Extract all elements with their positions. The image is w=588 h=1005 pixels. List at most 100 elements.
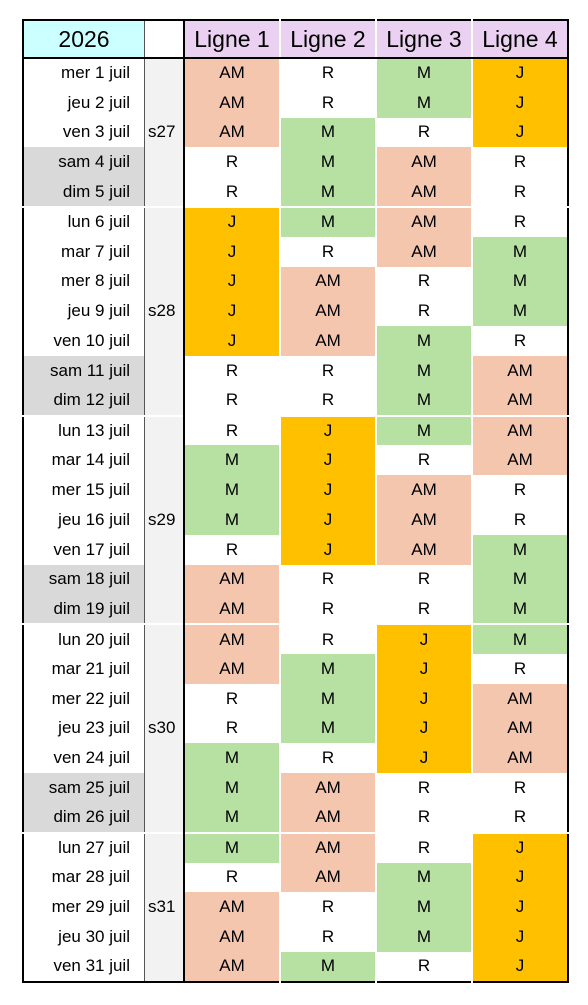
shift-cell-line-2[interactable]: R <box>279 385 376 416</box>
shift-cell-line-3[interactable]: M <box>375 58 472 88</box>
shift-cell-line-1[interactable]: AM <box>184 922 280 952</box>
shift-cell-line-3[interactable]: M <box>375 862 472 893</box>
date-cell[interactable]: ven 17 juil <box>23 534 145 565</box>
shift-cell-line-1[interactable]: AM <box>184 87 280 118</box>
shift-cell-line-4[interactable]: M <box>471 623 568 654</box>
shift-cell-line-2[interactable]: J <box>279 504 376 535</box>
shift-cell-line-4[interactable]: R <box>471 475 568 505</box>
date-cell[interactable]: mer 8 juil <box>23 266 145 297</box>
shift-cell-line-2[interactable]: R <box>279 594 376 625</box>
shift-cell-line-1[interactable]: R <box>184 355 280 386</box>
week-header-cell[interactable] <box>144 20 185 59</box>
shift-cell-line-1[interactable]: R <box>184 414 280 446</box>
shift-cell-line-4[interactable]: AM <box>471 385 568 416</box>
shift-cell-line-2[interactable]: AM <box>279 862 376 893</box>
shift-cell-line-1[interactable]: R <box>184 683 280 714</box>
shift-cell-line-1[interactable]: M <box>184 743 280 774</box>
date-cell[interactable]: mer 1 juil <box>23 58 145 88</box>
shift-cell-line-2[interactable]: J <box>279 534 376 565</box>
shift-cell-line-1[interactable]: R <box>184 534 280 565</box>
date-cell[interactable]: lun 6 juil <box>23 205 145 237</box>
shift-cell-line-3[interactable]: R <box>375 594 472 625</box>
shift-cell-line-4[interactable]: J <box>471 831 568 863</box>
shift-cell-line-4[interactable]: J <box>471 892 568 923</box>
date-cell[interactable]: lun 27 juil <box>23 831 145 863</box>
shift-cell-line-4[interactable]: M <box>471 594 568 625</box>
shift-cell-line-1[interactable]: J <box>184 266 280 297</box>
date-cell[interactable]: mer 22 juil <box>23 683 145 714</box>
shift-cell-line-1[interactable]: R <box>184 385 280 416</box>
shift-cell-line-3[interactable]: AM <box>375 236 472 267</box>
shift-cell-line-1[interactable]: J <box>184 326 280 356</box>
shift-cell-line-3[interactable]: R <box>375 296 472 327</box>
shift-cell-line-1[interactable]: J <box>184 205 280 237</box>
shift-cell-line-2[interactable]: R <box>279 58 376 88</box>
shift-cell-line-4[interactable]: M <box>471 296 568 327</box>
shift-cell-line-1[interactable]: M <box>184 504 280 535</box>
shift-cell-line-3[interactable]: R <box>375 802 472 833</box>
shift-cell-line-3[interactable]: AM <box>375 205 472 237</box>
shift-cell-line-4[interactable]: J <box>471 117 568 148</box>
shift-cell-line-4[interactable]: M <box>471 236 568 267</box>
shift-cell-line-3[interactable]: R <box>375 773 472 803</box>
shift-cell-line-3[interactable]: AM <box>375 475 472 505</box>
shift-cell-line-1[interactable]: AM <box>184 892 280 923</box>
shift-cell-line-3[interactable]: M <box>375 892 472 923</box>
date-cell[interactable]: mer 29 juil <box>23 892 145 923</box>
shift-cell-line-2[interactable]: M <box>279 713 376 744</box>
date-cell[interactable]: sam 18 juil <box>23 564 145 595</box>
date-cell[interactable]: ven 10 juil <box>23 326 145 356</box>
shift-cell-line-1[interactable]: M <box>184 802 280 833</box>
shift-cell-line-1[interactable]: M <box>184 445 280 476</box>
shift-cell-line-3[interactable]: J <box>375 653 472 684</box>
shift-cell-line-4[interactable]: R <box>471 326 568 356</box>
date-cell[interactable]: jeu 23 juil <box>23 713 145 744</box>
shift-cell-line-4[interactable]: J <box>471 862 568 893</box>
date-cell[interactable]: jeu 30 juil <box>23 922 145 952</box>
shift-cell-line-1[interactable]: AM <box>184 594 280 625</box>
shift-cell-line-4[interactable]: AM <box>471 713 568 744</box>
shift-cell-line-4[interactable]: R <box>471 802 568 833</box>
year-cell[interactable]: 2026 <box>23 20 145 59</box>
shift-cell-line-4[interactable]: J <box>471 58 568 88</box>
shift-cell-line-1[interactable]: R <box>184 862 280 893</box>
line-header-1[interactable]: Ligne 1 <box>184 20 280 59</box>
shift-cell-line-2[interactable]: AM <box>279 266 376 297</box>
shift-cell-line-3[interactable]: M <box>375 326 472 356</box>
shift-cell-line-2[interactable]: R <box>279 892 376 923</box>
shift-cell-line-4[interactable]: M <box>471 564 568 595</box>
date-cell[interactable]: ven 3 juil <box>23 117 145 148</box>
shift-cell-line-1[interactable]: AM <box>184 653 280 684</box>
line-header-4[interactable]: Ligne 4 <box>471 20 568 59</box>
shift-cell-line-4[interactable]: M <box>471 534 568 565</box>
date-cell[interactable]: mer 15 juil <box>23 475 145 505</box>
line-header-2[interactable]: Ligne 2 <box>279 20 376 59</box>
date-cell[interactable]: mar 28 juil <box>23 862 145 893</box>
date-cell[interactable]: jeu 16 juil <box>23 504 145 535</box>
date-cell[interactable]: dim 19 juil <box>23 594 145 625</box>
shift-cell-line-2[interactable]: J <box>279 475 376 505</box>
shift-cell-line-2[interactable]: M <box>279 177 376 207</box>
shift-cell-line-3[interactable]: R <box>375 266 472 297</box>
shift-cell-line-2[interactable]: AM <box>279 326 376 356</box>
shift-cell-line-1[interactable]: AM <box>184 951 280 982</box>
shift-cell-line-3[interactable]: R <box>375 445 472 476</box>
shift-cell-line-3[interactable]: M <box>375 355 472 386</box>
shift-cell-line-3[interactable]: M <box>375 385 472 416</box>
date-cell[interactable]: dim 26 juil <box>23 802 145 833</box>
shift-cell-line-4[interactable]: AM <box>471 743 568 774</box>
shift-cell-line-4[interactable]: J <box>471 922 568 952</box>
date-cell[interactable]: ven 31 juil <box>23 951 145 982</box>
shift-cell-line-1[interactable]: R <box>184 713 280 744</box>
shift-cell-line-2[interactable]: R <box>279 355 376 386</box>
shift-cell-line-2[interactable]: M <box>279 653 376 684</box>
date-cell[interactable]: lun 20 juil <box>23 623 145 654</box>
shift-cell-line-3[interactable]: R <box>375 117 472 148</box>
shift-cell-line-4[interactable]: AM <box>471 445 568 476</box>
shift-cell-line-2[interactable]: M <box>279 683 376 714</box>
shift-cell-line-3[interactable]: R <box>375 564 472 595</box>
week-number-cell[interactable]: s29 <box>144 414 185 625</box>
shift-cell-line-1[interactable]: AM <box>184 623 280 654</box>
shift-cell-line-4[interactable]: R <box>471 147 568 178</box>
shift-cell-line-2[interactable]: R <box>279 564 376 595</box>
